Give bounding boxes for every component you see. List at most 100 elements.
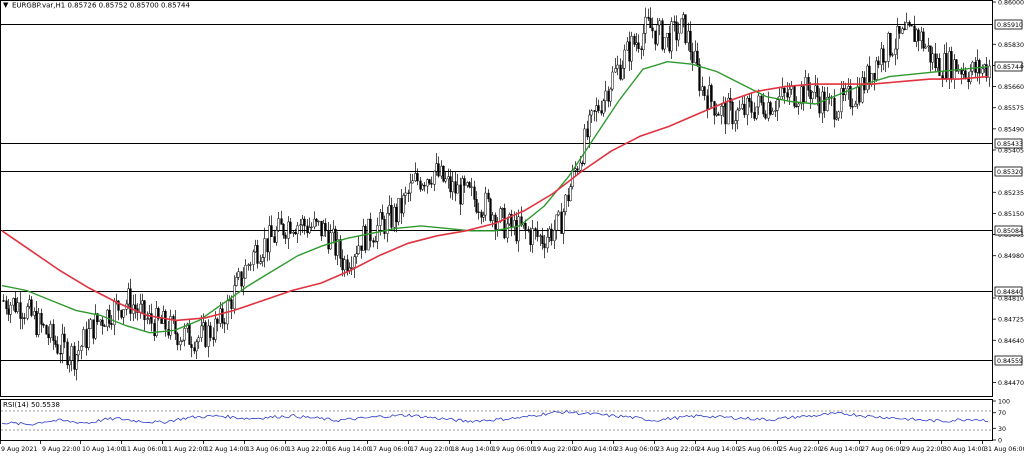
- price-tick-label: 0.84725: [998, 317, 1024, 324]
- candle-body: [615, 68, 617, 72]
- candle-body: [417, 173, 419, 181]
- candle-body: [443, 166, 445, 181]
- candle-body: [220, 309, 222, 324]
- candle-body: [257, 245, 259, 263]
- candle-body: [916, 30, 918, 42]
- candle-body: [867, 66, 869, 90]
- candle-body: [951, 51, 953, 79]
- candle-body: [123, 309, 125, 317]
- time-tick-label: 12 Aug 14:00: [205, 446, 247, 453]
- candle-body: [128, 289, 130, 304]
- candle-body: [358, 246, 360, 254]
- candle-body: [509, 214, 511, 224]
- candle-body: [17, 303, 19, 312]
- candle-body: [151, 314, 153, 324]
- candle-body: [751, 102, 753, 113]
- candle-body: [281, 219, 283, 225]
- candle-body: [300, 225, 302, 226]
- candle-body: [859, 87, 861, 102]
- candle-body: [674, 22, 676, 23]
- candle-body: [224, 323, 226, 324]
- price-tick-label: 0.84470: [998, 380, 1024, 387]
- level-price-tag-label: 0.85084: [997, 228, 1023, 235]
- candle-body: [53, 324, 55, 340]
- candle-body: [949, 51, 951, 78]
- candle-body: [942, 76, 944, 79]
- candle-body: [175, 320, 177, 334]
- candle-body: [285, 235, 287, 238]
- candle-body: [500, 209, 502, 222]
- candle-body: [276, 230, 278, 242]
- candle-body: [288, 222, 290, 238]
- candle-body: [309, 227, 311, 232]
- candle-body: [575, 169, 577, 170]
- candle-body: [10, 305, 12, 314]
- candle-body: [784, 88, 786, 92]
- candle-body: [909, 22, 911, 25]
- candle-body: [669, 33, 671, 51]
- candle-body: [382, 212, 384, 219]
- candle-body: [699, 65, 701, 91]
- candle-body: [834, 98, 836, 119]
- candle-body: [812, 92, 814, 98]
- level-price-tag-label: 0.85320: [997, 169, 1023, 176]
- candle-body: [180, 341, 182, 345]
- candle-body: [862, 78, 864, 103]
- candle-body: [375, 241, 377, 242]
- candle-body: [841, 88, 843, 111]
- candle-body: [970, 71, 972, 82]
- candle-body: [295, 232, 297, 234]
- candle-body: [8, 309, 10, 315]
- candle-body: [100, 320, 102, 322]
- candle-body: [234, 286, 236, 309]
- time-tick-label: 26 Aug 14:00: [820, 446, 862, 453]
- candle-body: [27, 307, 29, 319]
- candle-body: [810, 90, 812, 98]
- candle-body: [278, 219, 280, 231]
- candle-body: [142, 301, 144, 304]
- candle-body: [525, 223, 527, 229]
- candle-body: [140, 304, 142, 312]
- candle-body: [316, 219, 318, 221]
- candle-body: [582, 163, 584, 164]
- candle-body: [365, 226, 367, 250]
- candle-body: [81, 346, 83, 350]
- candle-body: [537, 230, 539, 237]
- candle-body: [389, 205, 391, 213]
- candle-body: [747, 98, 749, 115]
- candle-body: [923, 32, 925, 48]
- time-tick-label: 30 Aug 14:00: [943, 446, 985, 453]
- candle-body: [921, 32, 923, 41]
- candle-body: [744, 104, 746, 115]
- candle-body: [935, 54, 937, 68]
- candle-body: [490, 199, 492, 221]
- candle-body: [612, 72, 614, 89]
- candle-body: [888, 33, 890, 61]
- candle-body: [64, 334, 66, 342]
- candle-body: [801, 87, 803, 104]
- candle-body: [431, 183, 433, 184]
- candle-body: [144, 301, 146, 320]
- price-tick-label: 0.85660: [998, 84, 1024, 91]
- candle-body: [629, 42, 631, 61]
- symbol-triangle-icon[interactable]: ▼: [3, 1, 9, 9]
- candle-body: [914, 26, 916, 42]
- candle-body: [48, 334, 50, 338]
- candle-body: [794, 86, 796, 106]
- candle-body: [314, 219, 316, 227]
- rsi-tick-label: 0: [998, 438, 1002, 445]
- candle-body: [483, 215, 485, 217]
- candle-body: [528, 230, 530, 231]
- time-tick-label: 18 Aug 14:00: [451, 446, 493, 453]
- candle-body: [69, 360, 71, 364]
- rsi-panel-frame: [1, 400, 993, 441]
- candle-body: [90, 320, 92, 329]
- candle-body: [768, 102, 770, 118]
- candle-body: [601, 111, 603, 114]
- candle-body: [932, 54, 934, 62]
- candle-body: [819, 97, 821, 113]
- candle-body: [690, 31, 692, 52]
- candle-body: [245, 265, 247, 278]
